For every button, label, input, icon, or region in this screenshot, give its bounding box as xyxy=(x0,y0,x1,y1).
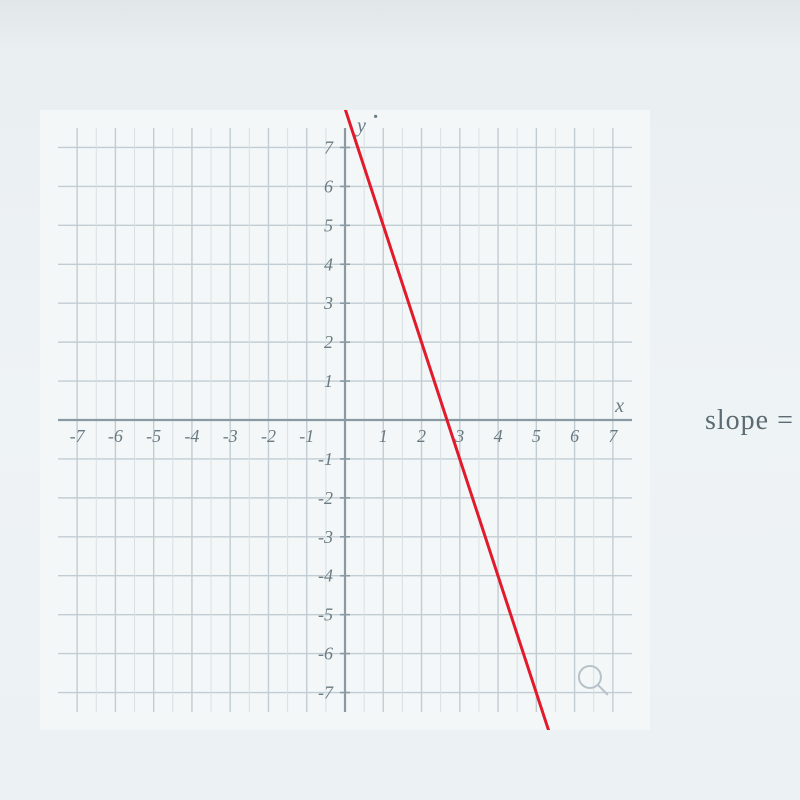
svg-text:y: y xyxy=(355,115,366,137)
svg-text:-1: -1 xyxy=(318,449,333,469)
page-top-band xyxy=(0,0,800,52)
svg-text:5: 5 xyxy=(532,426,541,446)
svg-text:-6: -6 xyxy=(108,426,123,446)
svg-text:-7: -7 xyxy=(70,426,86,446)
svg-text:1: 1 xyxy=(324,371,333,391)
slope-prompt-label: slope = xyxy=(705,405,794,437)
svg-text:-4: -4 xyxy=(318,566,333,586)
svg-text:-6: -6 xyxy=(318,644,333,664)
svg-text:6: 6 xyxy=(570,426,579,446)
svg-text:5: 5 xyxy=(324,215,333,235)
svg-text:2: 2 xyxy=(417,426,426,446)
svg-text:-5: -5 xyxy=(146,426,161,446)
svg-text:-5: -5 xyxy=(318,605,333,625)
svg-text:-2: -2 xyxy=(318,488,333,508)
svg-text:-3: -3 xyxy=(318,527,333,547)
coordinate-graph: -7-6-5-4-3-2-11234567-7-6-5-4-3-2-112345… xyxy=(40,110,650,730)
svg-text:7: 7 xyxy=(608,426,618,446)
svg-text:-4: -4 xyxy=(184,426,199,446)
svg-text:-7: -7 xyxy=(318,683,334,703)
svg-text:6: 6 xyxy=(324,176,333,196)
svg-text:7: 7 xyxy=(324,137,334,157)
svg-text:1: 1 xyxy=(379,426,388,446)
svg-text:3: 3 xyxy=(323,293,333,313)
svg-text:x: x xyxy=(614,395,624,417)
svg-text:-2: -2 xyxy=(261,426,276,446)
svg-text:4: 4 xyxy=(324,254,333,274)
svg-text:-3: -3 xyxy=(223,426,238,446)
svg-text:2: 2 xyxy=(324,332,333,352)
graph-svg: -7-6-5-4-3-2-11234567-7-6-5-4-3-2-112345… xyxy=(40,110,650,730)
svg-text:-1: -1 xyxy=(299,426,314,446)
svg-text:4: 4 xyxy=(494,426,503,446)
